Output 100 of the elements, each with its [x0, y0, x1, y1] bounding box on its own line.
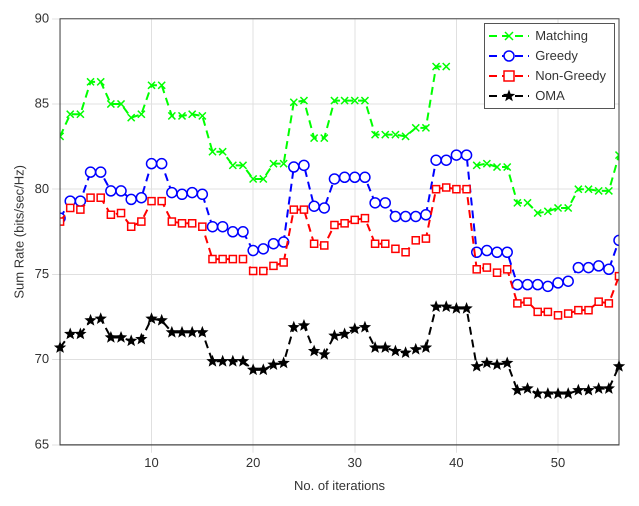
point — [310, 134, 318, 142]
point — [490, 358, 504, 370]
point — [106, 100, 116, 108]
point — [542, 387, 554, 399]
point — [125, 334, 138, 346]
point — [208, 254, 217, 264]
point — [502, 162, 512, 172]
point — [157, 196, 166, 206]
point — [318, 348, 330, 360]
point — [582, 262, 594, 274]
point — [574, 184, 583, 194]
point — [562, 387, 574, 399]
point — [186, 326, 198, 338]
point — [380, 197, 392, 209]
point — [115, 185, 127, 197]
y-tick-label: 90 — [34, 10, 50, 26]
point — [533, 308, 542, 316]
point — [328, 329, 341, 342]
point — [340, 96, 349, 105]
point — [116, 100, 126, 108]
point — [369, 197, 381, 209]
point — [236, 354, 250, 367]
point — [76, 110, 85, 119]
point — [512, 278, 524, 290]
point — [96, 78, 105, 86]
point — [76, 205, 85, 214]
point — [196, 188, 208, 200]
point — [198, 222, 207, 231]
legend-label: Matching — [535, 28, 588, 44]
point — [482, 263, 492, 272]
point — [146, 158, 158, 170]
point — [290, 98, 298, 107]
point — [380, 239, 390, 248]
point — [410, 342, 422, 355]
point — [310, 239, 318, 248]
point — [422, 124, 430, 132]
point — [564, 204, 572, 212]
legend-label: Non-Greedy — [535, 68, 606, 84]
point — [542, 280, 554, 292]
legend-label: Greedy — [535, 48, 578, 64]
point — [338, 328, 351, 340]
point — [602, 382, 616, 394]
x-tick-label: 30 — [348, 455, 362, 470]
point — [279, 258, 288, 267]
point — [422, 234, 430, 243]
point — [66, 204, 75, 212]
point — [410, 210, 422, 222]
point — [523, 198, 532, 208]
point — [208, 147, 217, 156]
point — [572, 262, 584, 274]
point — [84, 166, 96, 178]
point — [308, 344, 320, 356]
point — [492, 268, 502, 277]
point — [420, 209, 432, 221]
point — [401, 248, 410, 257]
point — [420, 341, 432, 353]
point — [105, 185, 117, 197]
point — [501, 356, 514, 368]
point — [84, 314, 97, 326]
point — [359, 172, 371, 184]
point — [380, 130, 390, 139]
point — [66, 110, 75, 119]
point — [290, 205, 298, 214]
point — [358, 320, 372, 332]
point — [136, 192, 148, 204]
point — [370, 130, 380, 139]
point — [564, 309, 572, 318]
point — [348, 322, 361, 334]
point — [442, 62, 451, 71]
point — [257, 363, 270, 376]
point — [126, 113, 136, 122]
point — [491, 246, 503, 258]
point — [411, 124, 420, 132]
point — [532, 278, 544, 290]
point — [64, 328, 76, 340]
point — [513, 299, 522, 308]
point — [432, 62, 440, 71]
point — [368, 341, 382, 353]
point — [298, 319, 310, 331]
point — [258, 243, 270, 255]
point — [145, 312, 158, 324]
point — [350, 216, 360, 224]
point — [582, 384, 595, 396]
point — [267, 358, 280, 370]
point — [532, 387, 544, 399]
point — [552, 277, 564, 289]
point — [482, 159, 492, 168]
point — [544, 308, 552, 316]
point — [521, 382, 534, 394]
point — [562, 275, 574, 287]
point — [196, 326, 209, 338]
point — [308, 200, 320, 212]
point — [86, 193, 95, 202]
point — [492, 162, 502, 172]
point — [390, 210, 402, 222]
point — [440, 300, 452, 312]
y-tick-label: 80 — [34, 180, 50, 196]
point — [238, 254, 248, 264]
point — [338, 172, 350, 184]
point — [584, 184, 593, 194]
